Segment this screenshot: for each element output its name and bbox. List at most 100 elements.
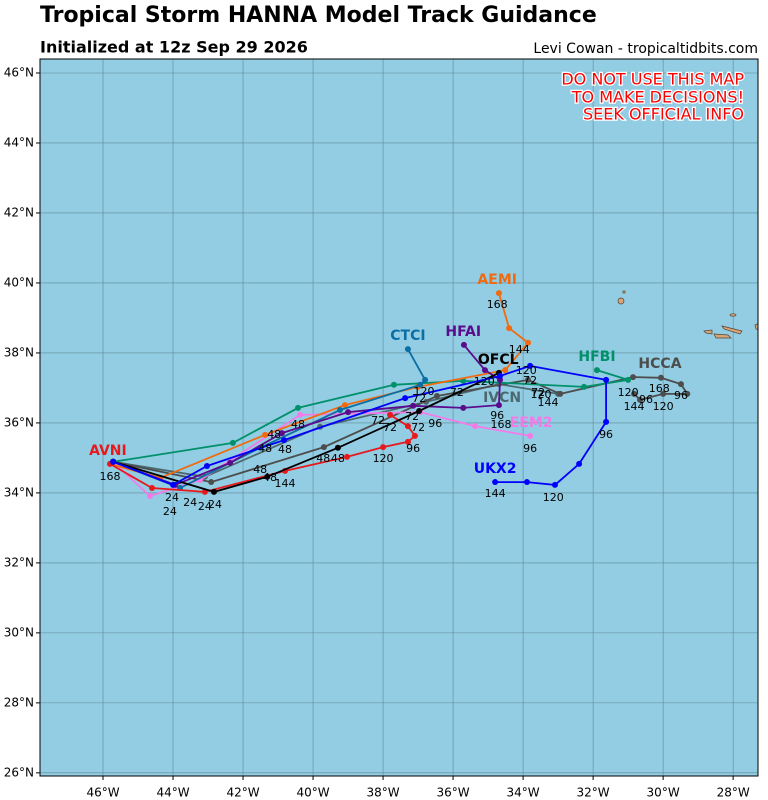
forecast-hour-label: 96 [406, 442, 420, 455]
track-point [496, 373, 503, 380]
forecast-hour-label: 96 [490, 409, 504, 422]
track-point [404, 423, 411, 430]
track-point [422, 376, 429, 383]
track-point [527, 362, 534, 369]
tracks [107, 290, 691, 500]
island [713, 333, 732, 339]
track-point [227, 459, 234, 466]
y-tick-label: 26°N [4, 765, 34, 779]
forecast-hour-label: 120 [530, 388, 551, 401]
track-point [402, 395, 409, 402]
track-point [341, 402, 348, 409]
model-track [113, 383, 559, 478]
track-point [411, 432, 418, 439]
track-point [481, 367, 488, 374]
forecast-hour-label: 72 [523, 374, 537, 387]
track-point [390, 381, 397, 388]
track-point [472, 423, 479, 430]
forecast-hour-label: 72 [411, 421, 425, 434]
track-point [262, 431, 269, 438]
forecast-hour-label: 120 [543, 491, 564, 504]
y-tick-label: 38°N [4, 345, 34, 359]
forecast-hour-label: 120 [516, 364, 537, 377]
island [617, 297, 625, 305]
track-point [433, 392, 440, 399]
credit: Levi Cowan - tropicaltidbits.com [533, 41, 758, 57]
y-tick-label: 32°N [4, 555, 34, 569]
track-point [281, 437, 288, 444]
forecast-hour-label: 72 [371, 414, 385, 427]
y-tick-label: 30°N [4, 625, 34, 639]
forecast-hour-label: 96 [674, 389, 688, 402]
track-point [404, 438, 411, 445]
model-track [112, 372, 500, 493]
track-point [460, 404, 467, 411]
model-name: HFBI [578, 349, 615, 365]
track-point [492, 479, 499, 486]
x-tick-label: 38°W [367, 786, 400, 800]
track-point [334, 444, 341, 451]
forecast-hour-label: 144 [485, 487, 506, 500]
track-point [502, 367, 509, 374]
y-tick-label: 36°N [4, 415, 34, 429]
island [729, 313, 737, 317]
track-point [345, 409, 352, 416]
model-name: AVNI [89, 443, 127, 459]
model-name: IVCN [483, 390, 521, 406]
model-name: AEMI [477, 272, 517, 288]
model-track [113, 369, 629, 463]
track-point [146, 493, 153, 500]
forecast-hour-label: 144 [537, 396, 558, 409]
forecast-hour-label: 72 [531, 386, 545, 399]
track-point [658, 374, 665, 381]
forecast-hour-label: 120 [653, 400, 674, 413]
x-tick-label: 34°W [507, 786, 540, 800]
track-point [525, 376, 532, 383]
forecast-hour-label: 48 [278, 443, 292, 456]
track-point [295, 404, 302, 411]
model-name: UKX2 [474, 461, 517, 477]
track-point [495, 402, 502, 409]
x-tick-label: 44°W [156, 786, 189, 800]
subtitle: Initialized at 12z Sep 29 2026 [40, 38, 308, 57]
track-point [229, 439, 236, 446]
forecast-hour-label: 24 [198, 500, 212, 513]
forecast-hour-label: 168 [100, 470, 121, 483]
forecast-hour-label: 48 [263, 471, 277, 484]
grid [40, 59, 758, 776]
track-point [506, 325, 513, 332]
track-point [525, 339, 532, 346]
forecast-hour-label: 168 [491, 418, 512, 431]
x-tick-label: 28°W [717, 786, 750, 800]
track-point [344, 453, 351, 460]
forecast-hour-label: 96 [523, 442, 537, 455]
forecast-hour-label: 144 [275, 477, 296, 490]
y-tick-label: 44°N [4, 135, 34, 149]
model-name: EEM2 [510, 415, 553, 431]
x-tick-label: 40°W [296, 786, 329, 800]
model-name: CTCI [390, 328, 425, 344]
track-point [416, 408, 423, 415]
track-point [380, 444, 387, 451]
track-point [527, 432, 534, 439]
track-point [337, 406, 344, 413]
track-point [660, 390, 667, 397]
y-tick-label: 42°N [4, 205, 34, 219]
x-tick-label: 46°W [86, 786, 119, 800]
forecast-hour-label: 96 [599, 428, 613, 441]
model-name: HFAI [445, 324, 481, 340]
y-tick-label: 34°N [4, 485, 34, 499]
track-point [603, 418, 610, 425]
warning-line: DO NOT USE THIS MAP [561, 70, 744, 89]
track-point [460, 377, 467, 384]
warning-line: TO MAKE DECISIONS! [571, 88, 744, 107]
ocean [39, 58, 759, 777]
track-point [523, 479, 530, 486]
forecast-hour-label: 48 [291, 418, 305, 431]
forecast-hour-label: 168 [649, 382, 670, 395]
forecast-hour-label: 96 [639, 393, 653, 406]
x-tick-label: 36°W [437, 786, 470, 800]
forecast-hour-label: 24 [208, 498, 222, 511]
track-point [495, 290, 502, 297]
